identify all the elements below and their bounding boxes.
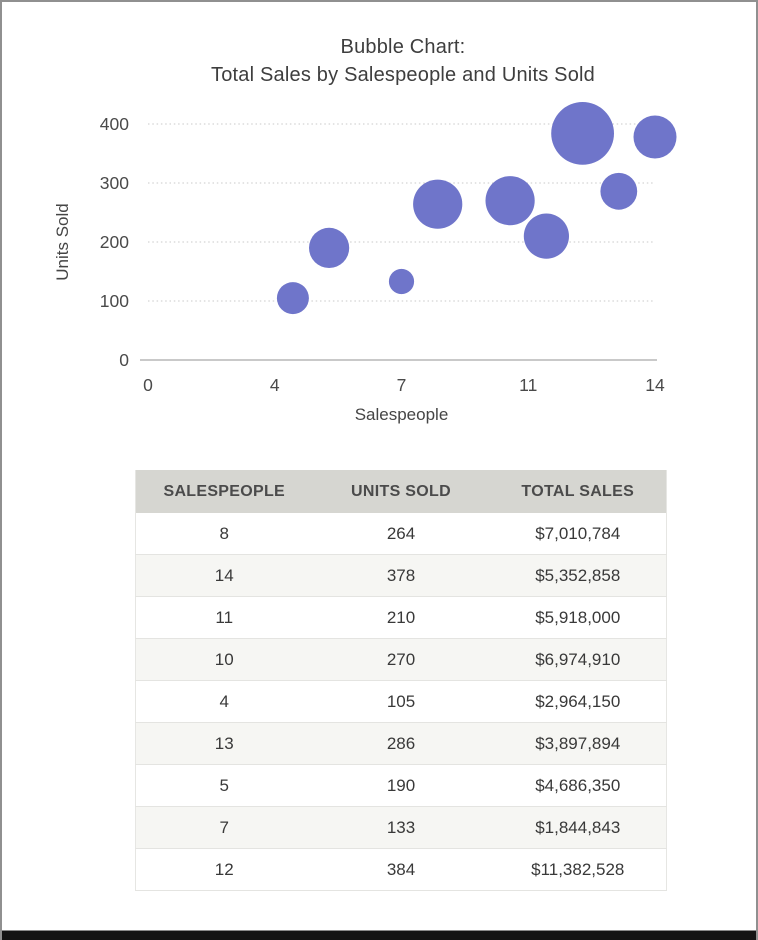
table-cell: $3,897,894 xyxy=(489,722,667,765)
table-cell: 384 xyxy=(312,848,490,891)
bubble xyxy=(276,282,309,315)
bubble xyxy=(633,115,677,159)
bubble xyxy=(309,227,350,268)
chart-title-line2: Total Sales by Salespeople and Units Sol… xyxy=(211,64,595,86)
column-header: UNITS SOLD xyxy=(312,470,490,513)
table-row: 11 210 $5,918,000 xyxy=(135,596,667,639)
x-tick-label: 0 xyxy=(143,375,153,395)
xaxis-title: Salespeople xyxy=(355,405,449,424)
table-cell: 270 xyxy=(312,638,490,681)
table-cell: 5 xyxy=(135,764,313,807)
table-cell: 11 xyxy=(135,596,313,639)
table-cell: 13 xyxy=(135,722,313,765)
table-cell: $7,010,784 xyxy=(489,513,667,555)
bubble xyxy=(388,268,415,295)
table-row: 8 264 $7,010,784 xyxy=(135,513,667,555)
y-tick-label: 100 xyxy=(100,291,129,311)
table-cell: 210 xyxy=(312,596,490,639)
table-row: 4 105 $2,964,150 xyxy=(135,680,667,723)
sales-table-head: SALESPEOPLE UNITS SOLD TOTAL SALES xyxy=(135,470,667,513)
table-cell: 7 xyxy=(135,806,313,849)
table-cell: 14 xyxy=(135,554,313,597)
table-row: 10 270 $6,974,910 xyxy=(135,638,667,681)
x-tick-label: 7 xyxy=(397,375,407,395)
bubble xyxy=(523,213,570,259)
table-row: 13 286 $3,897,894 xyxy=(135,722,667,765)
bubble xyxy=(485,176,535,226)
table-cell: $5,918,000 xyxy=(489,596,667,639)
bubble xyxy=(600,172,638,210)
x-tick-label: 4 xyxy=(270,375,280,395)
table-cell: $1,844,843 xyxy=(489,806,667,849)
bubble-chart: 0 100 200 300 400 0 4 7 11 14 Salespeople Units Sol… xyxy=(53,101,677,424)
chart-title: Bubble Chart: Total Sales by Salespeople… xyxy=(46,33,758,89)
table-row: 7 133 $1,844,843 xyxy=(135,806,667,849)
table-cell: $5,352,858 xyxy=(489,554,667,597)
table-cell: $2,964,150 xyxy=(489,680,667,723)
column-header: SALESPEOPLE xyxy=(135,470,313,513)
y-tick-label: 400 xyxy=(100,114,129,134)
sales-table-body: 8 264 $7,010,784 14 378 $5,352,858 11 210 $5,918… xyxy=(135,513,667,891)
table-row: 14 378 $5,352,858 xyxy=(135,554,667,597)
table-cell: 133 xyxy=(312,806,490,849)
sales-table: SALESPEOPLE UNITS SOLD TOTAL SALES 8 264 $7,… xyxy=(135,470,667,891)
table-cell: $4,686,350 xyxy=(489,764,667,807)
bottom-bar xyxy=(2,930,756,940)
table-row: 5 190 $4,686,350 xyxy=(135,764,667,807)
table-cell: 378 xyxy=(312,554,490,597)
table-cell: 286 xyxy=(312,722,490,765)
table-cell: 105 xyxy=(312,680,490,723)
y-tick-label: 200 xyxy=(100,232,129,252)
x-tick-label: 11 xyxy=(519,375,537,395)
table-row: 12 384 $11,382,528 xyxy=(135,848,667,891)
yaxis-title: Units Sold xyxy=(53,203,72,280)
table-cell: 264 xyxy=(312,513,490,555)
bubble xyxy=(551,101,614,165)
y-tick-label: 300 xyxy=(100,173,129,193)
x-tick-label: 14 xyxy=(645,375,665,395)
chart-title-line1: Bubble Chart: xyxy=(340,36,466,58)
table-header-row: SALESPEOPLE UNITS SOLD TOTAL SALES xyxy=(135,470,667,513)
bubble xyxy=(413,179,463,229)
table-cell: 190 xyxy=(312,764,490,807)
column-header: TOTAL SALES xyxy=(489,470,667,513)
y-tick-label: 0 xyxy=(119,350,129,370)
table-cell: 10 xyxy=(135,638,313,681)
table-cell: $6,974,910 xyxy=(489,638,667,681)
table-cell: $11,382,528 xyxy=(489,848,667,891)
table-cell: 12 xyxy=(135,848,313,891)
table-cell: 8 xyxy=(135,513,313,555)
table-cell: 4 xyxy=(135,680,313,723)
